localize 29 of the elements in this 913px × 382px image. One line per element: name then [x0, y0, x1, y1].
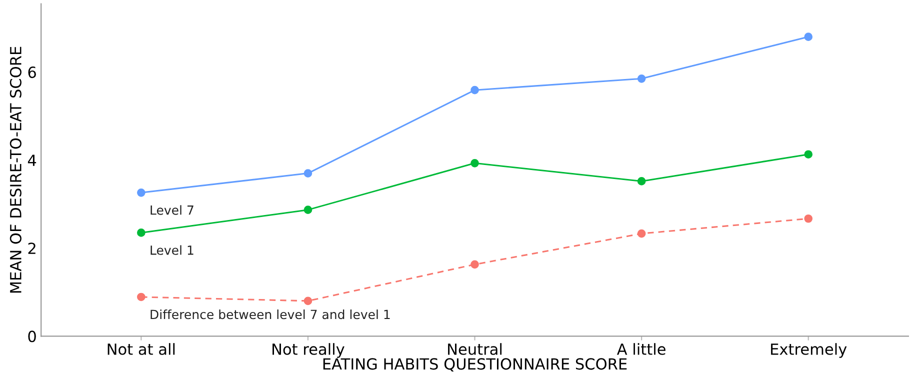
- point: [304, 169, 312, 178]
- x-axis-title: EATING HABITS QUESTIONNAIRE SCORE: [323, 358, 627, 372]
- point: [470, 159, 479, 168]
- point: [470, 86, 479, 94]
- series-label: Difference between level 7 and level 1: [150, 309, 390, 320]
- point: [637, 74, 646, 83]
- point: [637, 177, 646, 186]
- point: [136, 292, 146, 302]
- series-label: Level 7: [150, 205, 194, 215]
- x-tick-label: Neutral: [448, 343, 502, 355]
- x-tick-label: Not at all: [108, 343, 175, 355]
- point: [804, 150, 813, 159]
- y-tick-label: 6: [28, 66, 36, 78]
- point: [136, 228, 146, 237]
- point: [637, 229, 646, 238]
- x-tick-label: Not really: [272, 343, 344, 358]
- x-tick-label: A little: [616, 343, 666, 355]
- point: [470, 260, 479, 269]
- y-tick-label: 4: [28, 154, 36, 166]
- point: [136, 188, 146, 197]
- y-axis-title: MEAN OF DESIRE-TO-EAT SCORE: [10, 46, 22, 293]
- y-tick-label: 0: [28, 330, 36, 342]
- point: [304, 206, 312, 214]
- point: [804, 32, 813, 41]
- point: [304, 296, 312, 306]
- point: [804, 214, 813, 223]
- y-tick-label: 2: [28, 242, 36, 254]
- x-tick-label: Extremely: [771, 343, 847, 358]
- series-label: Level 1: [150, 245, 194, 255]
